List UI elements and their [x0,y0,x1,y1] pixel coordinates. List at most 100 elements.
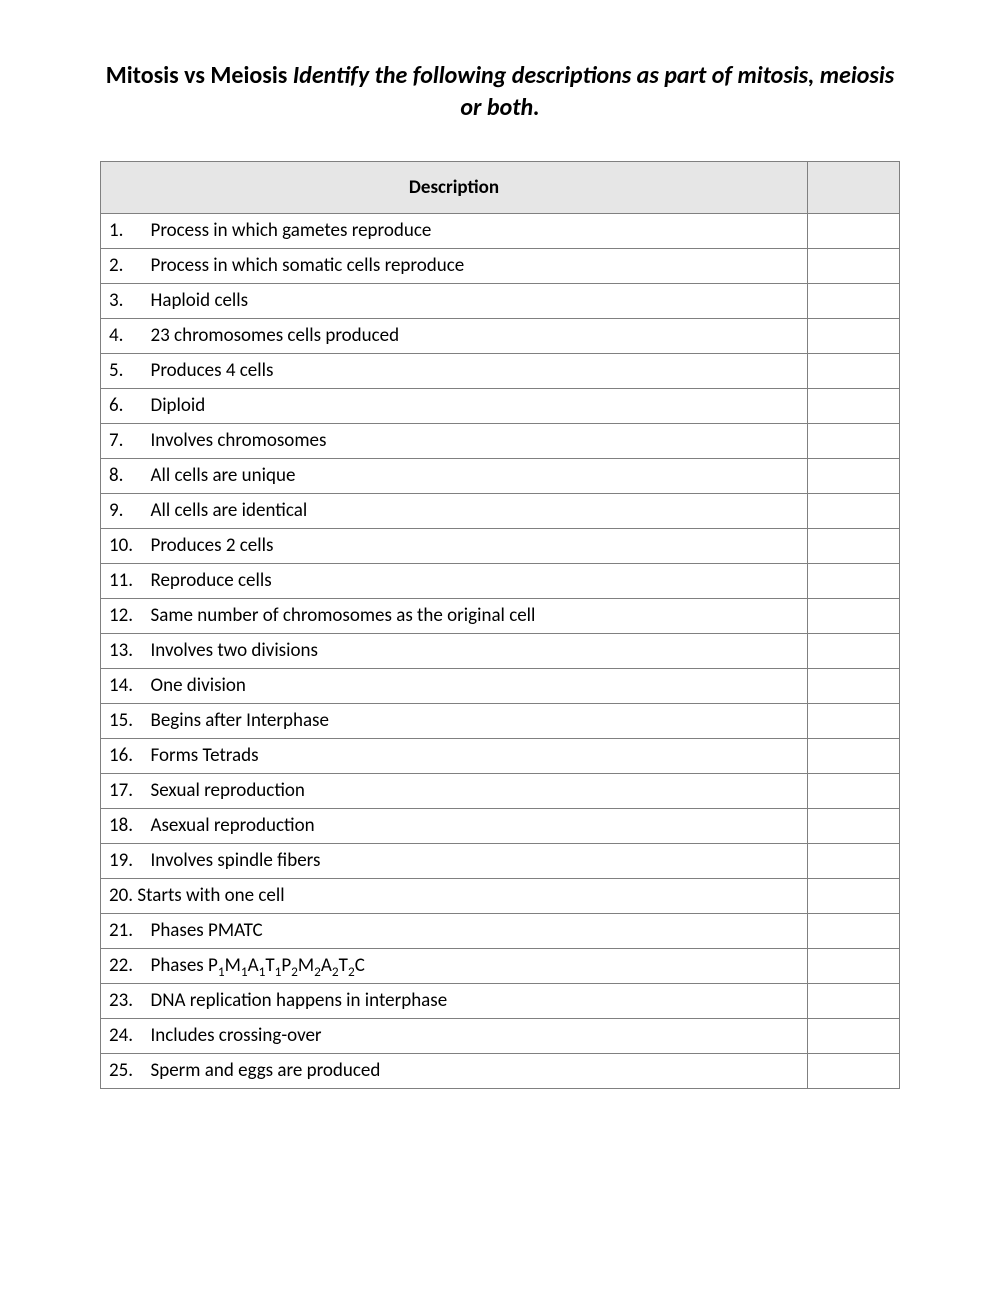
row-number: 22. [101,948,147,983]
row-number: 18. [101,808,147,843]
column-header-description: Description [101,161,808,213]
answer-cell[interactable] [808,913,900,948]
row-number: 19. [101,843,147,878]
row-description: Same number of chromosomes as the origin… [147,598,808,633]
row-description: Forms Tetrads [147,738,808,773]
answer-cell[interactable] [808,1018,900,1053]
table-row: 20. Starts with one cell [101,878,900,913]
row-number: 7. [101,423,147,458]
row-number: 6. [101,388,147,423]
answer-cell[interactable] [808,528,900,563]
table-row: 7.Involves chromosomes [101,423,900,458]
row-description: Asexual reproduction [147,808,808,843]
row-description: DNA replication happens in interphase [147,983,808,1018]
answer-cell[interactable] [808,283,900,318]
row-number: 3. [101,283,147,318]
row-number: 9. [101,493,147,528]
answer-cell[interactable] [808,493,900,528]
answer-cell[interactable] [808,318,900,353]
row-description: All cells are identical [147,493,808,528]
answer-cell[interactable] [808,633,900,668]
table-row: 23.DNA replication happens in interphase [101,983,900,1018]
table-row: 2.Process in which somatic cells reprodu… [101,248,900,283]
table-row: 21.Phases PMATC [101,913,900,948]
table-body: 1.Process in which gametes reproduce2.Pr… [101,213,900,1088]
row-number: 13. [101,633,147,668]
table-row: 12.Same number of chromosomes as the ori… [101,598,900,633]
row-description: Phases PMATC [147,913,808,948]
answer-cell[interactable] [808,808,900,843]
row-number: 16. [101,738,147,773]
row-description: Begins after Interphase [147,703,808,738]
table-row: 14.One division [101,668,900,703]
row-description: Phases P1M1A1T1P2M2A2T2C [147,948,808,983]
answer-cell[interactable] [808,878,900,913]
answer-cell[interactable] [808,598,900,633]
table-row: 10.Produces 2 cells [101,528,900,563]
answer-cell[interactable] [808,948,900,983]
answer-cell[interactable] [808,213,900,248]
answer-cell[interactable] [808,983,900,1018]
worksheet-page: Mitosis vs Meiosis Identify the followin… [0,0,1000,1291]
page-title: Mitosis vs Meiosis Identify the followin… [100,60,900,125]
row-description: Involves chromosomes [147,423,808,458]
answer-cell[interactable] [808,703,900,738]
column-header-answer [808,161,900,213]
table-row: 19.Involves spindle fibers [101,843,900,878]
row-number: 4. [101,318,147,353]
answer-cell[interactable] [808,563,900,598]
row-description: Haploid cells [147,283,808,318]
row-number: 25. [101,1053,147,1088]
row-number: 24. [101,1018,147,1053]
row-number: 5. [101,353,147,388]
table-row: 13.Involves two divisions [101,633,900,668]
title-instructions: Identify the following descriptions as p… [293,61,894,122]
table-row: 15.Begins after Interphase [101,703,900,738]
row-number: 10. [101,528,147,563]
row-number: 23. [101,983,147,1018]
row-number: 12. [101,598,147,633]
row-description: Diploid [147,388,808,423]
table-row: 5.Produces 4 cells [101,353,900,388]
row-description: Sexual reproduction [147,773,808,808]
row-description: Produces 2 cells [147,528,808,563]
row-number: 14. [101,668,147,703]
answer-cell[interactable] [808,388,900,423]
table-row: 16.Forms Tetrads [101,738,900,773]
answer-cell[interactable] [808,1053,900,1088]
row-description: Includes crossing-over [147,1018,808,1053]
row-number: 2. [101,248,147,283]
row-description: All cells are unique [147,458,808,493]
table-row: 22.Phases P1M1A1T1P2M2A2T2C [101,948,900,983]
answer-cell[interactable] [808,458,900,493]
table-row: 8.All cells are unique [101,458,900,493]
row-description: Process in which somatic cells reproduce [147,248,808,283]
table-row: 25.Sperm and eggs are produced [101,1053,900,1088]
table-header-row: Description [101,161,900,213]
row-number: 11. [101,563,147,598]
answer-cell[interactable] [808,738,900,773]
table-row: 1.Process in which gametes reproduce [101,213,900,248]
row-description: One division [147,668,808,703]
answer-cell[interactable] [808,353,900,388]
row-description: Reproduce cells [147,563,808,598]
table-row: 3.Haploid cells [101,283,900,318]
answer-cell[interactable] [808,423,900,458]
answer-cell[interactable] [808,773,900,808]
row-description: Sperm and eggs are produced [147,1053,808,1088]
row-description: 20. Starts with one cell [101,878,808,913]
row-number: 17. [101,773,147,808]
answer-cell[interactable] [808,248,900,283]
worksheet-table: Description 1.Process in which gametes r… [100,161,900,1089]
row-number: 15. [101,703,147,738]
title-bold: Mitosis vs Meiosis [106,61,288,90]
row-description: Produces 4 cells [147,353,808,388]
table-row: 9.All cells are identical [101,493,900,528]
answer-cell[interactable] [808,843,900,878]
answer-cell[interactable] [808,668,900,703]
row-description: 23 chromosomes cells produced [147,318,808,353]
row-description: Process in which gametes reproduce [147,213,808,248]
table-row: 17.Sexual reproduction [101,773,900,808]
table-row: 11.Reproduce cells [101,563,900,598]
row-number: 8. [101,458,147,493]
